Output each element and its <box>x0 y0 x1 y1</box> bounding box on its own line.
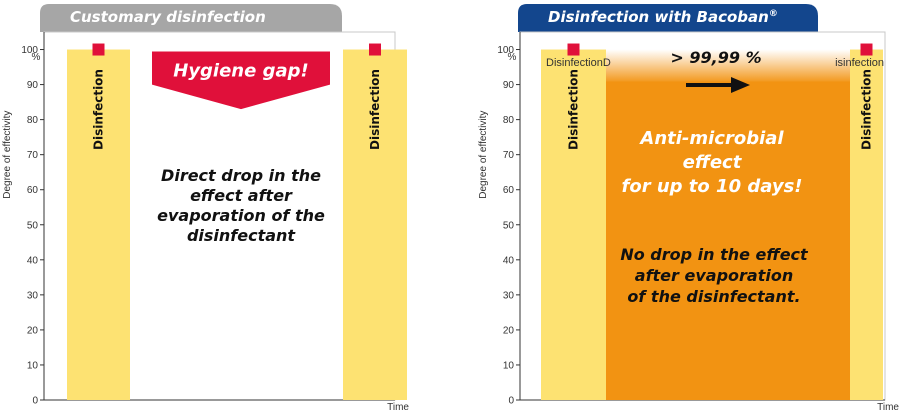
y-tick-label: 30 <box>503 290 515 301</box>
peak-marker <box>369 43 381 56</box>
y-tick-label: 80 <box>27 115 39 126</box>
effect-fade <box>606 49 850 84</box>
disinfection-bar <box>541 49 606 401</box>
annotation-line: Direct drop in the <box>161 166 321 185</box>
bar-label: Disinfection <box>567 69 581 150</box>
x-axis-title: Time <box>877 402 899 412</box>
y-tick-label: 40 <box>503 255 515 266</box>
bar-label: Disinfection <box>368 69 382 150</box>
y-axis-title: Degree of effectivity <box>2 111 13 199</box>
annotation-line: evaporation of the <box>157 206 325 225</box>
y-unit-label: % <box>32 52 41 63</box>
annotation-line: of the disinfectant. <box>627 287 800 306</box>
top-label-left: DisinfectionD <box>546 57 611 69</box>
bar-label: Disinfection <box>92 69 106 150</box>
y-tick-label: 90 <box>503 80 515 91</box>
x-axis-title: Time <box>387 402 409 412</box>
y-tick-label: 100 <box>21 45 38 56</box>
y-tick-label: 100 <box>497 45 514 56</box>
y-tick-label: 20 <box>503 325 515 336</box>
registered-mark: ® <box>769 9 778 19</box>
peak-marker <box>860 43 873 56</box>
annotation-line: after evaporation <box>635 266 793 285</box>
y-tick-label: 60 <box>503 185 515 196</box>
y-unit-label: % <box>508 52 517 63</box>
y-tick-label: 50 <box>27 220 39 231</box>
y-tick-label: 50 <box>503 220 515 231</box>
annotation-line: disinfectant <box>187 226 296 245</box>
disinfection-bar <box>850 49 883 401</box>
y-tick-label: 60 <box>27 185 39 196</box>
y-tick-label: 80 <box>503 115 515 126</box>
chart-title-tab <box>40 4 342 32</box>
peak-marker <box>92 43 105 56</box>
y-tick-label: 40 <box>27 255 39 266</box>
effect-arrow-head <box>731 77 750 93</box>
effect-label-line: Anti-microbial <box>638 128 784 149</box>
effect-label-line: effect <box>683 152 743 173</box>
y-tick-label: 0 <box>508 396 514 407</box>
y-tick-label: 10 <box>27 360 39 371</box>
disinfection-bar <box>343 49 407 401</box>
y-tick-label: 70 <box>503 150 515 161</box>
y-tick-label: 30 <box>27 290 39 301</box>
chart-title: Disinfection with Bacoban® <box>548 8 778 26</box>
disinfection-bar <box>67 49 130 401</box>
y-tick-label: 10 <box>503 360 515 371</box>
y-tick-label: 0 <box>32 396 38 407</box>
effect-label-line: for up to 10 days! <box>622 176 803 197</box>
top-label-right: isinfection <box>835 57 884 69</box>
y-tick-label: 70 <box>27 150 39 161</box>
hygiene-gap-label: Hygiene gap! <box>173 61 308 82</box>
hygiene-gap-arrow <box>152 51 330 110</box>
bar-label: Disinfection <box>860 69 874 150</box>
bacoban-disinfection-panel: Disinfection with Bacoban® 0 10 20 30 40 50 60 7… <box>478 4 899 413</box>
y-tick-label: 90 <box>27 80 39 91</box>
chart-title-tab <box>518 4 818 32</box>
annotation-line: No drop in the effect <box>620 245 809 264</box>
y-tick-label: 20 <box>27 325 39 336</box>
peak-marker <box>567 43 580 56</box>
y-axis-title: Degree of effectivity <box>478 111 489 199</box>
arrow-label: > 99,99 % <box>670 48 761 67</box>
anti-microbial-effect-area <box>606 81 850 401</box>
customary-disinfection-panel: Customary disinfection 0 10 20 30 40 50 60 70 80 9… <box>2 4 409 413</box>
annotation-line: effect after <box>190 186 293 205</box>
chart-title: Customary disinfection <box>70 8 266 26</box>
